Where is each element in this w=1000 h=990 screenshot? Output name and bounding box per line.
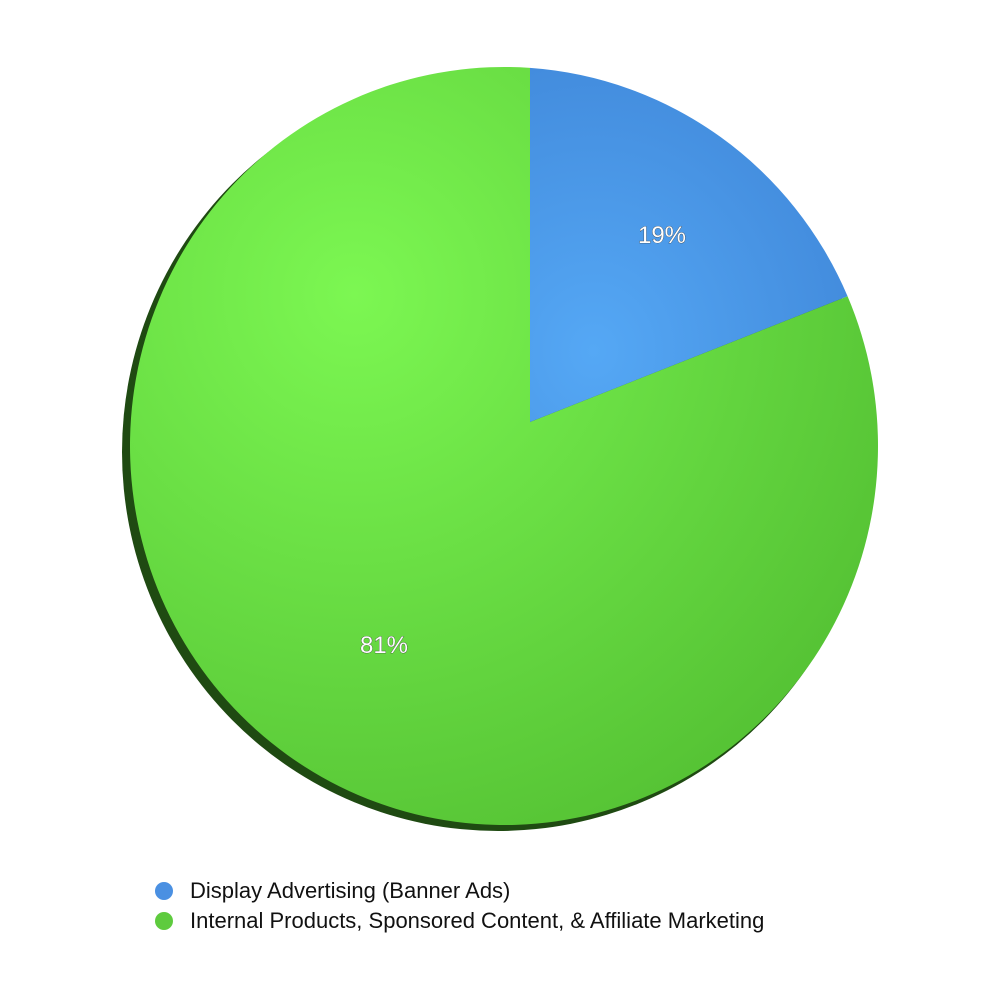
pie-slice-internal-products [130,66,879,826]
pie-slice-display-advertising [530,67,848,422]
legend-label: Internal Products, Sponsored Content, & … [190,908,765,933]
legend-item: Internal Products, Sponsored Content, & … [155,906,764,936]
legend: Display Advertising (Banner Ads) Interna… [155,876,764,936]
legend-swatch-blue [155,882,173,900]
data-label-display-advertising: 19% [638,222,686,249]
data-label-internal-products: 81% [360,632,408,659]
legend-item: Display Advertising (Banner Ads) [155,876,764,906]
legend-label: Display Advertising (Banner Ads) [190,878,511,903]
legend-swatch-green [155,912,173,930]
